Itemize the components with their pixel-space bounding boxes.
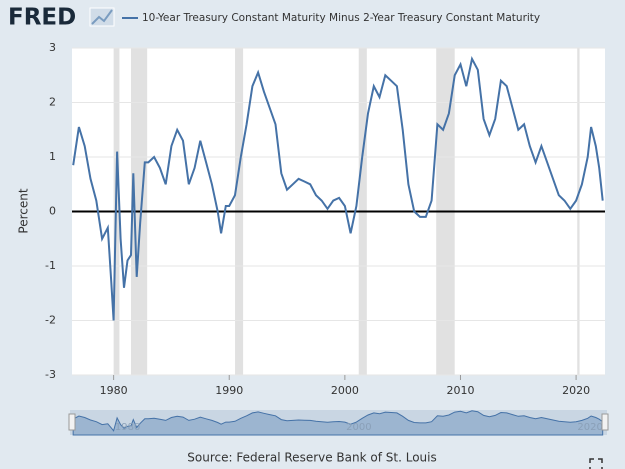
navigator-handle[interactable] <box>601 413 609 431</box>
x-tick-label: 1990 <box>215 384 243 397</box>
navigator-tick-label: 1980 <box>115 422 140 433</box>
x-tick-label: 1980 <box>100 384 128 397</box>
y-tick-label: -3 <box>45 368 56 381</box>
y-tick-label: 0 <box>49 205 56 218</box>
y-tick-label: 1 <box>49 150 56 163</box>
navigator-area <box>72 410 604 436</box>
fullscreen-icon[interactable] <box>589 458 603 469</box>
logo-icon <box>89 7 115 27</box>
y-tick-label: 3 <box>49 41 56 54</box>
x-tick-label: 2000 <box>331 384 359 397</box>
legend-label[interactable]: 10-Year Treasury Constant Maturity Minus… <box>142 12 540 24</box>
x-tick-label: 2020 <box>562 384 590 397</box>
x-tick-label: 2010 <box>446 384 474 397</box>
y-tick-label: -1 <box>45 259 56 272</box>
navigator-tick-label: 2020 <box>577 422 602 433</box>
navigator-tick-label: 2000 <box>346 422 371 433</box>
navigator-handle[interactable] <box>68 413 76 431</box>
y-axis-label: Percent <box>17 188 31 233</box>
y-tick-label: 2 <box>49 96 56 109</box>
source: Source: Federal Reserve Bank of St. Loui… <box>187 451 436 465</box>
series-line <box>72 55 604 321</box>
logo: FRED <box>8 5 76 31</box>
y-tick-label: -2 <box>45 314 56 327</box>
